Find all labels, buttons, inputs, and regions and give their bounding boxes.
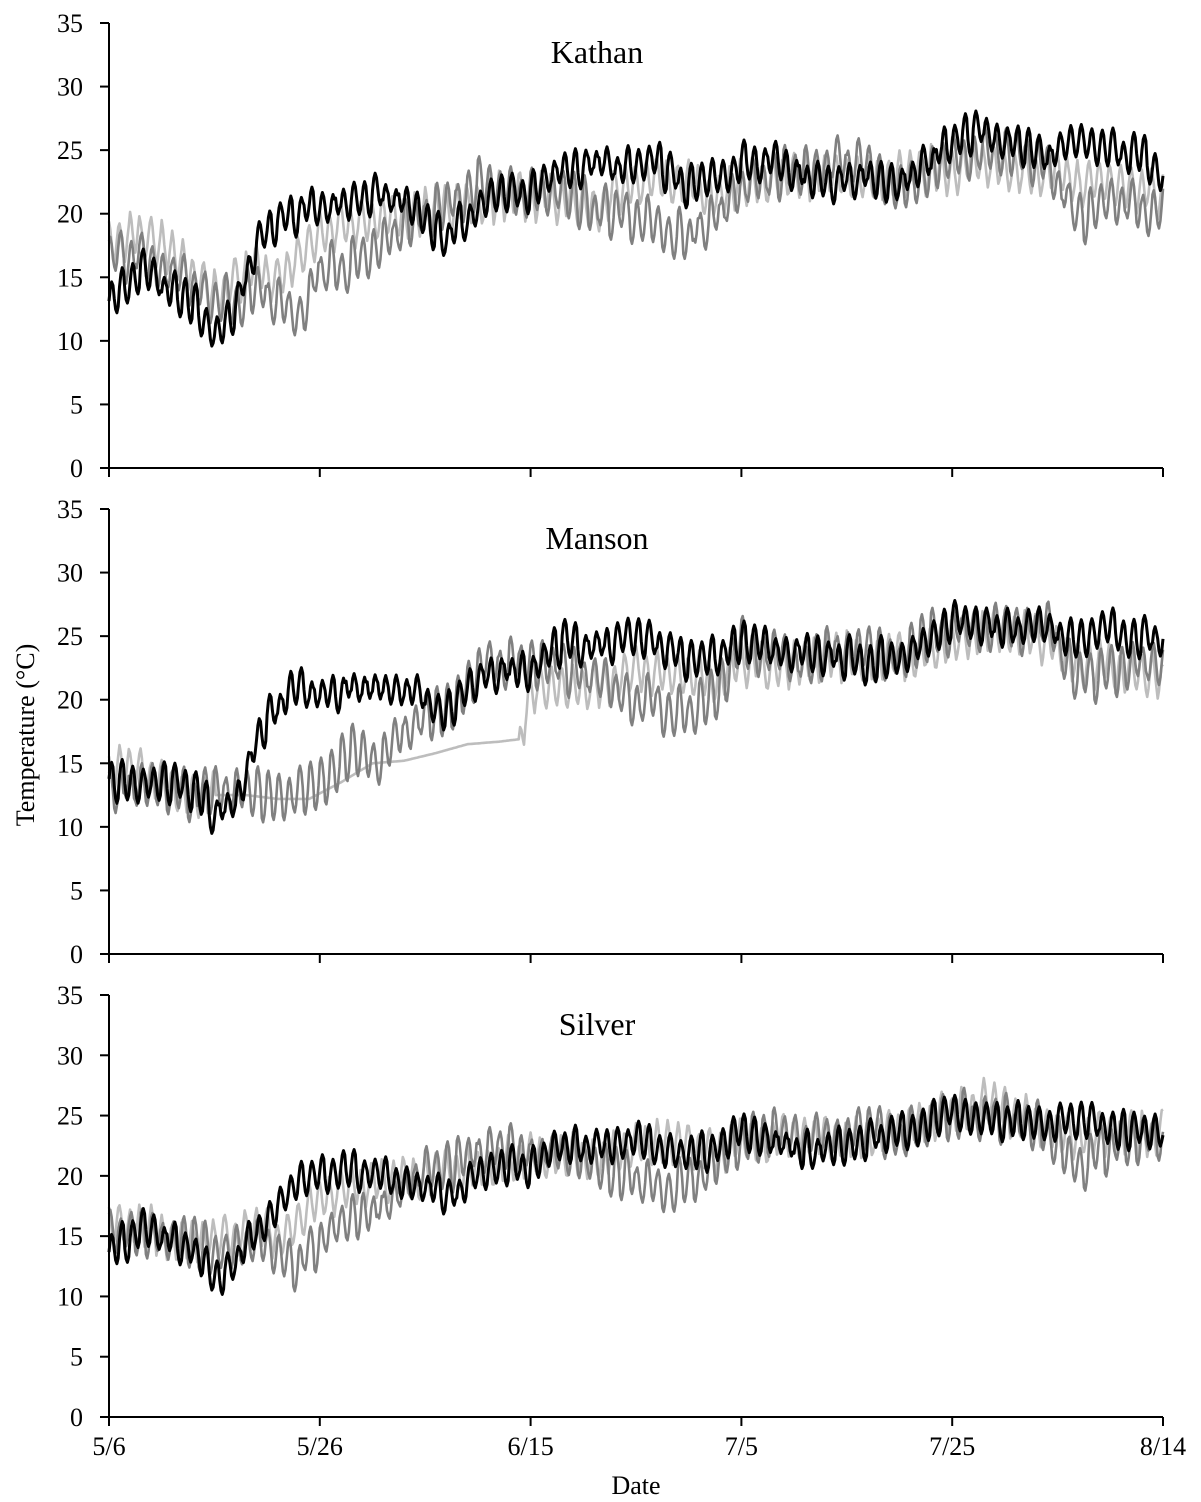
y-tick-label: 35 (57, 495, 83, 524)
panel-title: Silver (559, 1006, 636, 1042)
y-tick-label: 10 (57, 1282, 83, 1311)
series-line-0 (107, 599, 1165, 835)
y-tick-label: 30 (57, 559, 83, 588)
chart-panel-2: 0 5 10 15 20 25 30 35 5/6 5/26 6/15 7/5 7/25 8/14 Silv… (57, 981, 1186, 1461)
x-tick-label: 8/14 (1140, 1432, 1186, 1461)
chart-panel-0: 0 5 10 15 20 25 30 35 Kathan (57, 9, 1165, 483)
y-tick-label: 35 (57, 981, 83, 1010)
y-tick-label: 30 (57, 1041, 83, 1070)
y-tick-label: 25 (57, 622, 83, 651)
series-line-0 (107, 109, 1165, 348)
x-tick-label: 5/6 (92, 1432, 125, 1461)
y-tick-label: 10 (57, 813, 83, 842)
x-tick-label: 5/26 (297, 1432, 343, 1461)
y-tick-label: 25 (57, 136, 83, 165)
y-tick-label: 0 (70, 1403, 83, 1432)
y-tick-label: 15 (57, 263, 83, 292)
x-axis-title: Date (611, 1471, 660, 1500)
x-tick-label: 7/25 (929, 1432, 975, 1461)
series-line-1 (107, 125, 1165, 337)
y-tick-label: 5 (70, 390, 83, 419)
x-tick-label: 7/5 (725, 1432, 758, 1461)
y-tick-label: 35 (57, 9, 83, 38)
series-line-0 (107, 1093, 1165, 1296)
y-tick-label: 20 (57, 1162, 83, 1191)
y-tick-label: 5 (70, 876, 83, 905)
y-tick-label: 25 (57, 1102, 83, 1131)
y-tick-label: 5 (70, 1343, 83, 1372)
y-tick-label: 15 (57, 749, 83, 778)
chart-panel-1: 0 5 10 15 20 25 30 35 Manson (57, 495, 1165, 969)
panel-title: Manson (545, 520, 648, 556)
y-axis-title: Temperature (°C) (11, 644, 40, 827)
series-line-1 (107, 600, 1165, 824)
y-tick-label: 15 (57, 1222, 83, 1251)
y-tick-label: 20 (57, 200, 83, 229)
panel-title: Kathan (551, 34, 643, 70)
y-tick-label: 30 (57, 73, 83, 102)
y-tick-label: 20 (57, 686, 83, 715)
y-tick-label: 0 (70, 454, 83, 483)
x-tick-label: 6/15 (507, 1432, 553, 1461)
y-tick-label: 0 (70, 940, 83, 969)
y-tick-label: 10 (57, 327, 83, 356)
chart-panels: 0 5 10 15 20 25 30 35 Kathan 0 5 10 15 20 25 30 35 Manson… (57, 9, 1186, 1461)
